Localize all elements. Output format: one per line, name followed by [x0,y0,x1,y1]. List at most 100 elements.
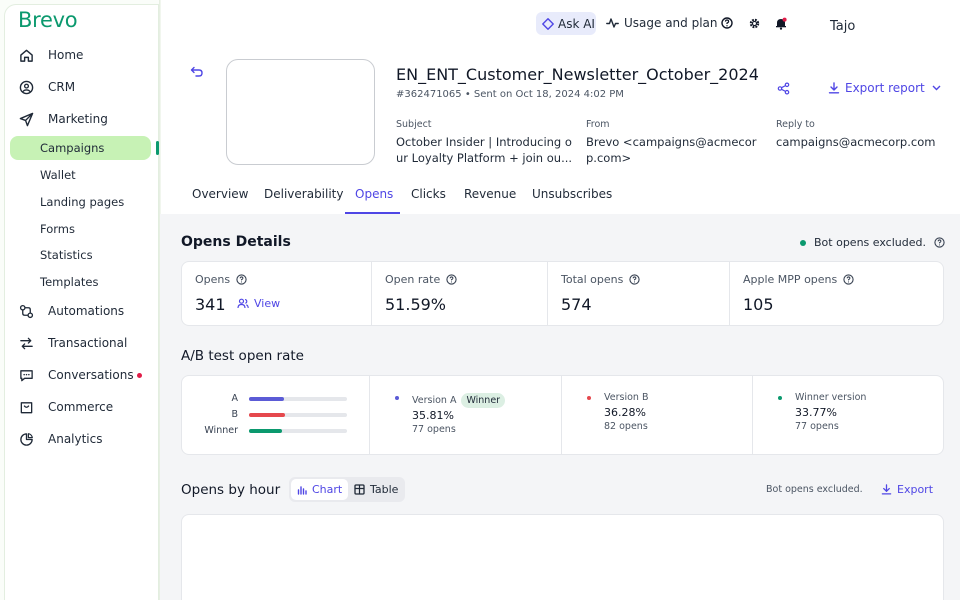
chart-view-label: Chart [312,483,343,496]
opens-content: Opens Details Bot opens excluded. Opens … [160,214,960,600]
stat-label: Opens [195,273,247,286]
tab-revenue[interactable]: Revenue [464,187,517,201]
tab-deliverability[interactable]: Deliverability [264,187,344,201]
chart-view-button[interactable]: Chart [291,479,349,500]
sidebar-item-crm[interactable]: CRM [10,75,152,99]
chevron-down-icon [932,85,941,91]
winner-badge: Winner [461,393,506,408]
sidebar-item-label: Automations [48,304,125,318]
ab-test-card: A B Winner Version A Winner 35.81% 77 op… [181,375,944,455]
ab-bar-label: A [231,393,239,404]
sidebar-item-transactional[interactable]: Transactional [10,331,152,355]
sidebar-item-label: Conversations [48,368,134,382]
opens-details-title: Opens Details [181,234,291,250]
help-icon[interactable] [720,16,734,30]
sidebar-item-conversations[interactable]: Conversations [10,363,152,387]
usage-and-plan-button[interactable]: Usage and plan [606,16,718,30]
ab-bar-track [249,397,347,401]
send-icon [18,111,34,127]
subject-line-2: ur Loyalty Platform + join ou... [396,151,573,165]
user-name[interactable]: Tajo [830,19,856,34]
help-icon[interactable] [446,274,457,285]
subject-value: October Insider | Introducing o ur Loyal… [396,134,572,166]
view-toggle: Chart Table [289,477,405,502]
sidebar-subitem-wallet[interactable]: Wallet [40,168,76,182]
commerce-icon [18,399,34,415]
reply-to-value: campaigns@acmecorp.com [776,135,936,149]
gear-icon[interactable] [747,16,761,30]
version-open-rate: 36.28% [604,406,646,419]
table-icon [354,484,365,495]
home-icon [18,47,34,63]
version-open-rate: 33.77% [795,406,837,419]
brevo-logo[interactable]: Brevo [18,8,78,32]
ab-bar-label: Winner [204,425,238,436]
sidebar-item-automations[interactable]: Automations [10,299,152,323]
export-report-dropdown[interactable]: Export report [828,81,941,95]
version-color-dot [587,396,591,400]
stat-label-text: Total opens [561,273,624,286]
version-opens: 77 opens [795,421,839,432]
usage-label: Usage and plan [624,16,718,30]
bot-opens-label: Bot opens excluded. [814,236,926,249]
active-indicator [156,141,159,155]
opens-by-hour-chart-area [181,514,944,600]
version-open-rate: 35.81% [412,409,454,422]
email-preview-thumbnail[interactable] [226,59,375,165]
download-icon [828,82,840,94]
help-icon[interactable] [934,237,945,248]
back-icon[interactable] [190,66,204,78]
tab-opens[interactable]: Opens [355,187,394,201]
sidebar-item-commerce[interactable]: Commerce [10,395,152,419]
help-icon[interactable] [236,274,247,285]
users-icon [237,298,249,309]
table-view-label: Table [370,483,399,496]
ab-bar-row: B [182,409,352,421]
campaign-meta: #362471065 • Sent on Oct 18, 2024 4:02 P… [396,89,624,100]
export-button[interactable]: Export [881,483,933,496]
tab-clicks[interactable]: Clicks [411,187,446,201]
bell-icon[interactable] [774,16,788,30]
reply-to-label: Reply to [776,119,815,130]
table-view-button[interactable]: Table [348,479,404,500]
sidebar-item-home[interactable]: Home [10,43,152,67]
help-icon[interactable] [629,274,641,285]
opens-stats-card: Opens 341 View Open rate 51.59% Total op… [181,261,944,326]
ab-bar-fill [249,429,283,433]
share-icon[interactable] [777,82,790,95]
sidebar-item-analytics[interactable]: Analytics [10,427,152,451]
ask-ai-button[interactable]: Ask AI [536,12,596,35]
tab-unsubscribes[interactable]: Unsubscribes [532,187,613,201]
sidebar-item-label: CRM [48,80,76,94]
from-value: Brevo <campaigns@acmecor p.com> [586,134,757,166]
ab-bars: A B Winner [182,376,369,454]
status-dot [800,239,806,246]
sidebar-subitem-campaigns[interactable]: Campaigns [10,136,151,160]
ab-bar-track [249,429,347,433]
sidebar-item-label: Analytics [48,432,103,446]
sidebar-panel [4,4,159,600]
analytics-icon [18,431,34,447]
campaign-title: EN_ENT_Customer_Newsletter_October_2024 [396,65,759,84]
sidebar-subitem-templates[interactable]: Templates [40,275,99,289]
view-openers-link[interactable]: View [237,297,280,310]
sidebar-subitem-statistics[interactable]: Statistics [40,248,93,262]
version-b-summary: Version B 36.28% 82 opens [561,376,752,454]
help-icon[interactable] [843,274,854,285]
sidebar-item-marketing[interactable]: Marketing [10,107,152,131]
version-a-summary: Version A Winner 35.81% 77 opens [369,376,561,454]
from-label: From [586,119,610,130]
sidebar-item-label: Marketing [48,112,108,126]
stat-apple-mpp-opens: Apple MPP opens 105 [730,262,943,326]
active-tab-underline [345,212,400,214]
stat-label-text: Opens [195,273,231,286]
bar-chart-icon [297,485,307,495]
sidebar-subitem-landing-pages[interactable]: Landing pages [40,195,125,209]
tab-overview[interactable]: Overview [192,187,249,201]
ask-ai-label: Ask AI [558,16,595,31]
notification-dot [137,373,142,378]
subject-line-1: October Insider | Introducing o [396,135,572,149]
export-label: Export [897,483,934,496]
sidebar-item-label: Transactional [48,336,128,350]
sidebar-subitem-forms[interactable]: Forms [40,222,75,236]
